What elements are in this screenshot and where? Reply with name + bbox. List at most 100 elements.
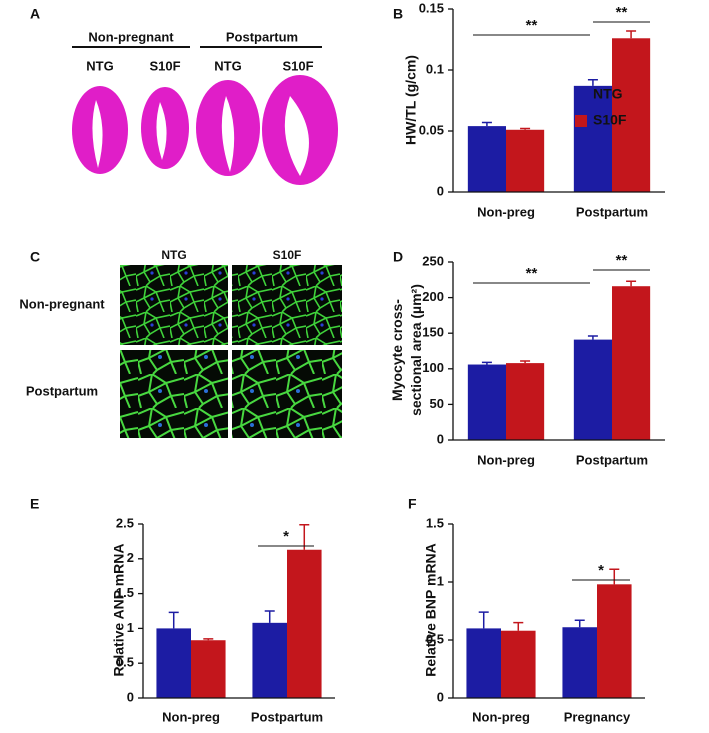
bar — [467, 126, 506, 192]
legend-label: NTG — [593, 86, 623, 102]
error-bar — [513, 621, 524, 631]
column-label: NTG — [214, 58, 241, 73]
y-tick-label: 2 — [127, 550, 134, 565]
column-label: NTG — [86, 58, 113, 73]
panel-label: E — [30, 496, 39, 512]
error-bar — [626, 30, 637, 39]
legend-swatch — [575, 89, 587, 101]
error-bar — [574, 619, 585, 628]
group-label: Non-pregnant — [88, 29, 174, 44]
significance-label: ** — [616, 4, 628, 21]
bar-chart: F Relative BNP mRNA 0 0.5 1 1.5 Non-preg Pregna… — [408, 496, 645, 724]
x-tick-label: Postpartum — [576, 204, 648, 219]
y-tick-label: 0.15 — [419, 0, 444, 15]
group-label: Postpartum — [226, 29, 298, 44]
y-tick-label: 150 — [422, 325, 444, 340]
y-tick-label: 200 — [422, 289, 444, 304]
y-axis-label: Relative ANP mRNA — [111, 543, 127, 676]
error-bar — [520, 360, 531, 364]
bar-chart: B HW/TL (g/cm) 0 0.05 0.1 0.15 Non-preg Postpar… — [393, 0, 665, 219]
significance-label: ** — [616, 252, 628, 269]
y-tick-label: 2.5 — [116, 515, 134, 530]
error-bar — [587, 335, 598, 340]
bar — [501, 630, 536, 698]
error-bar — [264, 610, 275, 623]
bar — [612, 38, 651, 192]
x-tick-label: Non-preg — [472, 709, 530, 724]
y-axis-label: sectional area (µm²) — [408, 284, 424, 416]
column-label: NTG — [161, 248, 186, 262]
micrograph — [232, 350, 342, 438]
panel-label: A — [30, 6, 40, 22]
error-bar — [520, 127, 531, 130]
y-axis-label: Relative BNP mRNA — [423, 543, 439, 677]
error-bar — [609, 568, 620, 585]
significance-label: * — [598, 562, 604, 579]
bar-chart: D Myocyte cross-sectional area (µm²) 0 50 10… — [389, 249, 665, 467]
bar — [252, 622, 287, 698]
error-bar — [626, 280, 637, 287]
bar — [506, 129, 545, 192]
y-tick-label: 250 — [422, 253, 444, 268]
legend-label: S10F — [593, 112, 627, 128]
bar — [612, 286, 651, 440]
x-tick-label: Postpartum — [576, 452, 648, 467]
error-bar — [168, 611, 179, 629]
bar — [562, 627, 597, 698]
y-tick-label: 1.5 — [426, 515, 444, 530]
bar — [597, 584, 632, 698]
bar — [573, 85, 612, 192]
significance-label: * — [283, 528, 289, 545]
bar — [466, 628, 501, 698]
y-tick-label: 50 — [430, 396, 444, 411]
column-label: S10F — [282, 58, 313, 73]
error-bar — [481, 121, 492, 127]
row-label: Non-pregnant — [19, 296, 105, 311]
panel-label: C — [30, 249, 40, 265]
micrograph — [232, 265, 342, 345]
column-label: S10F — [273, 248, 302, 262]
x-tick-label: Non-preg — [162, 709, 220, 724]
error-bar — [478, 611, 489, 629]
y-tick-label: 0.1 — [426, 61, 444, 76]
error-bar — [203, 638, 214, 641]
y-tick-label: 0 — [437, 689, 444, 704]
heart-sections — [72, 75, 338, 185]
y-tick-label: 1 — [437, 573, 444, 588]
legend-swatch — [575, 115, 587, 127]
x-tick-label: Non-preg — [477, 452, 535, 467]
panel-a — [72, 46, 338, 185]
significance-label: ** — [526, 17, 538, 34]
bar — [156, 628, 191, 698]
y-tick-label: 100 — [422, 360, 444, 375]
bar — [467, 364, 506, 440]
x-tick-label: Pregnancy — [564, 709, 631, 724]
y-tick-label: 1 — [127, 620, 134, 635]
error-bar — [481, 361, 492, 365]
column-label: S10F — [149, 58, 180, 73]
x-tick-label: Postpartum — [251, 709, 323, 724]
y-tick-label: 0 — [437, 431, 444, 446]
panel-c — [120, 265, 342, 438]
y-axis-label: Myocyte cross- — [389, 299, 405, 401]
bar — [573, 339, 612, 440]
y-tick-label: 0.05 — [419, 122, 444, 137]
panel-label: D — [393, 249, 403, 265]
significance-label: ** — [526, 265, 538, 282]
error-bar — [587, 79, 598, 86]
y-tick-label: 1.5 — [116, 585, 134, 600]
micrograph — [120, 265, 228, 345]
micrograph — [120, 350, 228, 438]
panel-label: F — [408, 496, 417, 512]
y-axis-label: HW/TL (g/cm) — [403, 55, 419, 145]
y-tick-label: 0 — [127, 689, 134, 704]
row-label: Postpartum — [26, 383, 98, 398]
bar — [506, 363, 545, 440]
bar — [191, 640, 226, 698]
x-tick-label: Non-preg — [477, 204, 535, 219]
panel-label: B — [393, 6, 403, 22]
y-tick-label: 0.5 — [116, 655, 134, 670]
bar — [287, 549, 322, 698]
